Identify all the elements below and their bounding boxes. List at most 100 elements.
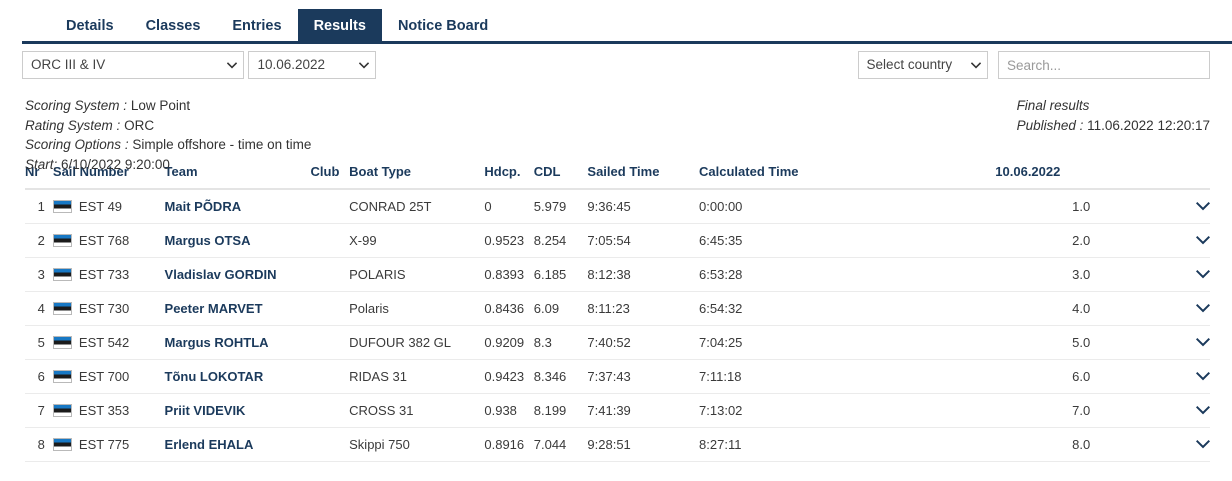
col-header-cdl[interactable]: CDL (533, 164, 588, 190)
table-row[interactable]: 4 EST 730 Peeter MARVET Polaris 0.8436 6.09 8:… (25, 291, 1210, 326)
cell-race-points: 2.0 (995, 223, 1168, 258)
team-name[interactable]: Erlend EHALA (164, 437, 254, 452)
tab-details[interactable]: Details (50, 9, 130, 44)
cell-cdl: 8.199 (533, 393, 588, 428)
cell-hdcp: 0.8393 (484, 257, 534, 292)
cell-team: Margus OTSA (164, 223, 311, 258)
cell-club (310, 393, 350, 428)
team-name[interactable]: Priit VIDEVIK (164, 403, 246, 418)
cell-boat-type: CROSS 31 (349, 393, 485, 428)
cell-team: Vladislav GORDIN (164, 257, 311, 292)
cell-boat-type: Polaris (349, 291, 485, 326)
cell-club (310, 189, 350, 224)
class-select-wrapper: ORC III & IV (22, 51, 244, 79)
published-line: Published : 11.06.2022 12:20:17 (1016, 117, 1210, 133)
col-header-race-points[interactable]: 10.06.2022 (995, 164, 1168, 190)
team-name[interactable]: Mait PÕDRA (164, 199, 242, 214)
estonia-flag-icon (52, 404, 72, 417)
chevron-down-icon[interactable] (1196, 270, 1210, 279)
cell-boat-type: CONRAD 25T (349, 189, 485, 224)
cell-club (310, 257, 350, 292)
chevron-down-icon[interactable] (1196, 406, 1210, 415)
col-header-sailed-time[interactable]: Sailed Time (587, 164, 700, 190)
scoring-system-label: Scoring System (25, 98, 120, 113)
cell-sail-number: EST 775 (52, 427, 165, 462)
cell-boat-type: DUFOUR 382 GL (349, 325, 485, 360)
chevron-down-icon[interactable] (1196, 440, 1210, 449)
table-row[interactable]: 2 EST 768 Margus OTSA X-99 0.9523 8.254 7:05:5… (25, 223, 1210, 258)
publication-info-block: Final results Published : 11.06.2022 12:… (1017, 96, 1210, 135)
date-select[interactable]: 10.06.2022 (248, 51, 377, 79)
search-input[interactable] (998, 51, 1210, 79)
cell-hdcp: 0.8436 (484, 291, 534, 326)
cell-race-points: 1.0 (995, 189, 1168, 224)
cell-expand (1167, 257, 1210, 292)
table-row[interactable]: 5 EST 542 Margus ROHTLA DUFOUR 382 GL 0.9209… (25, 325, 1210, 360)
country-select-wrapper: Select country (857, 51, 988, 79)
team-name[interactable]: Tõnu LOKOTAR (164, 369, 264, 384)
cell-cdl: 6.09 (533, 291, 588, 326)
cell-expand (1167, 359, 1210, 394)
rating-system-value: ORC (124, 117, 155, 133)
scoring-system-value: Low Point (130, 98, 191, 113)
chevron-down-icon[interactable] (1196, 202, 1210, 211)
table-row[interactable]: 1 EST 49 Mait PÕDRA CONRAD 25T 0 5.979 9:36:45… (25, 189, 1210, 224)
cell-cdl: 8.3 (533, 325, 588, 360)
col-header-team[interactable]: Team (164, 164, 311, 190)
cell-sail-number: EST 353 (52, 393, 165, 428)
tab-entries[interactable]: Entries (216, 9, 297, 44)
team-name[interactable]: Vladislav GORDIN (164, 267, 277, 282)
table-row[interactable]: 7 EST 353 Priit VIDEVIK CROSS 31 0.938 8.199 7… (25, 393, 1210, 428)
cell-calculated-time: 7:13:02 (699, 393, 996, 428)
tab-classes[interactable]: Classes (130, 9, 217, 44)
tab-results[interactable]: Results (297, 9, 382, 44)
country-select[interactable]: Select country (857, 51, 988, 79)
cell-calculated-time: 6:53:28 (699, 257, 996, 292)
estonia-flag-icon (52, 336, 72, 349)
cell-cdl: 8.346 (533, 359, 588, 394)
table-row[interactable]: 3 EST 733 Vladislav GORDIN POLARIS 0.8393 6.1… (25, 257, 1210, 292)
chevron-down-icon[interactable] (1196, 372, 1210, 381)
cell-cdl: 6.185 (533, 257, 588, 292)
cell-team: Tõnu LOKOTAR (164, 359, 311, 394)
cell-expand (1167, 189, 1210, 224)
cell-boat-type: POLARIS (349, 257, 485, 292)
col-header-sail-number[interactable]: Sail Number (52, 164, 165, 190)
cell-cdl: 8.254 (533, 223, 588, 258)
team-name[interactable]: Peeter MARVET (164, 301, 263, 316)
cell-sailed-time: 8:12:38 (587, 257, 700, 292)
col-header-nr[interactable]: Nr (25, 164, 53, 190)
col-header-club[interactable]: Club (310, 164, 350, 190)
cell-race-points: 5.0 (995, 325, 1168, 360)
table-row[interactable]: 8 EST 775 Erlend EHALA Skippi 750 0.8916 7.04… (25, 427, 1210, 462)
cell-expand (1167, 325, 1210, 360)
team-name[interactable]: Margus ROHTLA (164, 335, 269, 350)
table-row[interactable]: 6 EST 700 Tõnu LOKOTAR RIDAS 31 0.9423 8.346 7… (25, 359, 1210, 394)
chevron-down-icon[interactable] (1196, 304, 1210, 313)
chevron-down-icon[interactable] (1196, 338, 1210, 347)
sail-number-text: EST 768 (78, 233, 130, 248)
cell-boat-type: Skippi 750 (349, 427, 485, 462)
sail-number-text: EST 733 (78, 267, 130, 282)
cell-sailed-time: 7:41:39 (587, 393, 700, 428)
tab-notice-board[interactable]: Notice Board (382, 9, 504, 44)
cell-hdcp: 0.8916 (484, 427, 534, 462)
results-status: Final results (1016, 98, 1090, 113)
col-header-boat-type[interactable]: Boat Type (349, 164, 485, 190)
col-header-hdcp[interactable]: Hdcp. (484, 164, 534, 190)
cell-expand (1167, 393, 1210, 428)
class-select[interactable]: ORC III & IV (22, 51, 244, 79)
sail-number-text: EST 775 (78, 437, 130, 452)
cell-race-points: 8.0 (995, 427, 1168, 462)
cell-sail-number: EST 733 (52, 257, 165, 292)
cell-calculated-time: 8:27:11 (699, 427, 996, 462)
main-tab-bar: Details Classes Entries Results Notice B… (0, 0, 1232, 44)
col-header-calculated-time[interactable]: Calculated Time (699, 164, 996, 190)
team-name[interactable]: Margus OTSA (164, 233, 251, 248)
cell-calculated-time: 6:45:35 (699, 223, 996, 258)
cell-nr: 5 (25, 325, 53, 360)
cell-calculated-time: 6:54:32 (699, 291, 996, 326)
cell-calculated-time: 0:00:00 (699, 189, 996, 224)
chevron-down-icon[interactable] (1196, 236, 1210, 245)
cell-team: Margus ROHTLA (164, 325, 311, 360)
